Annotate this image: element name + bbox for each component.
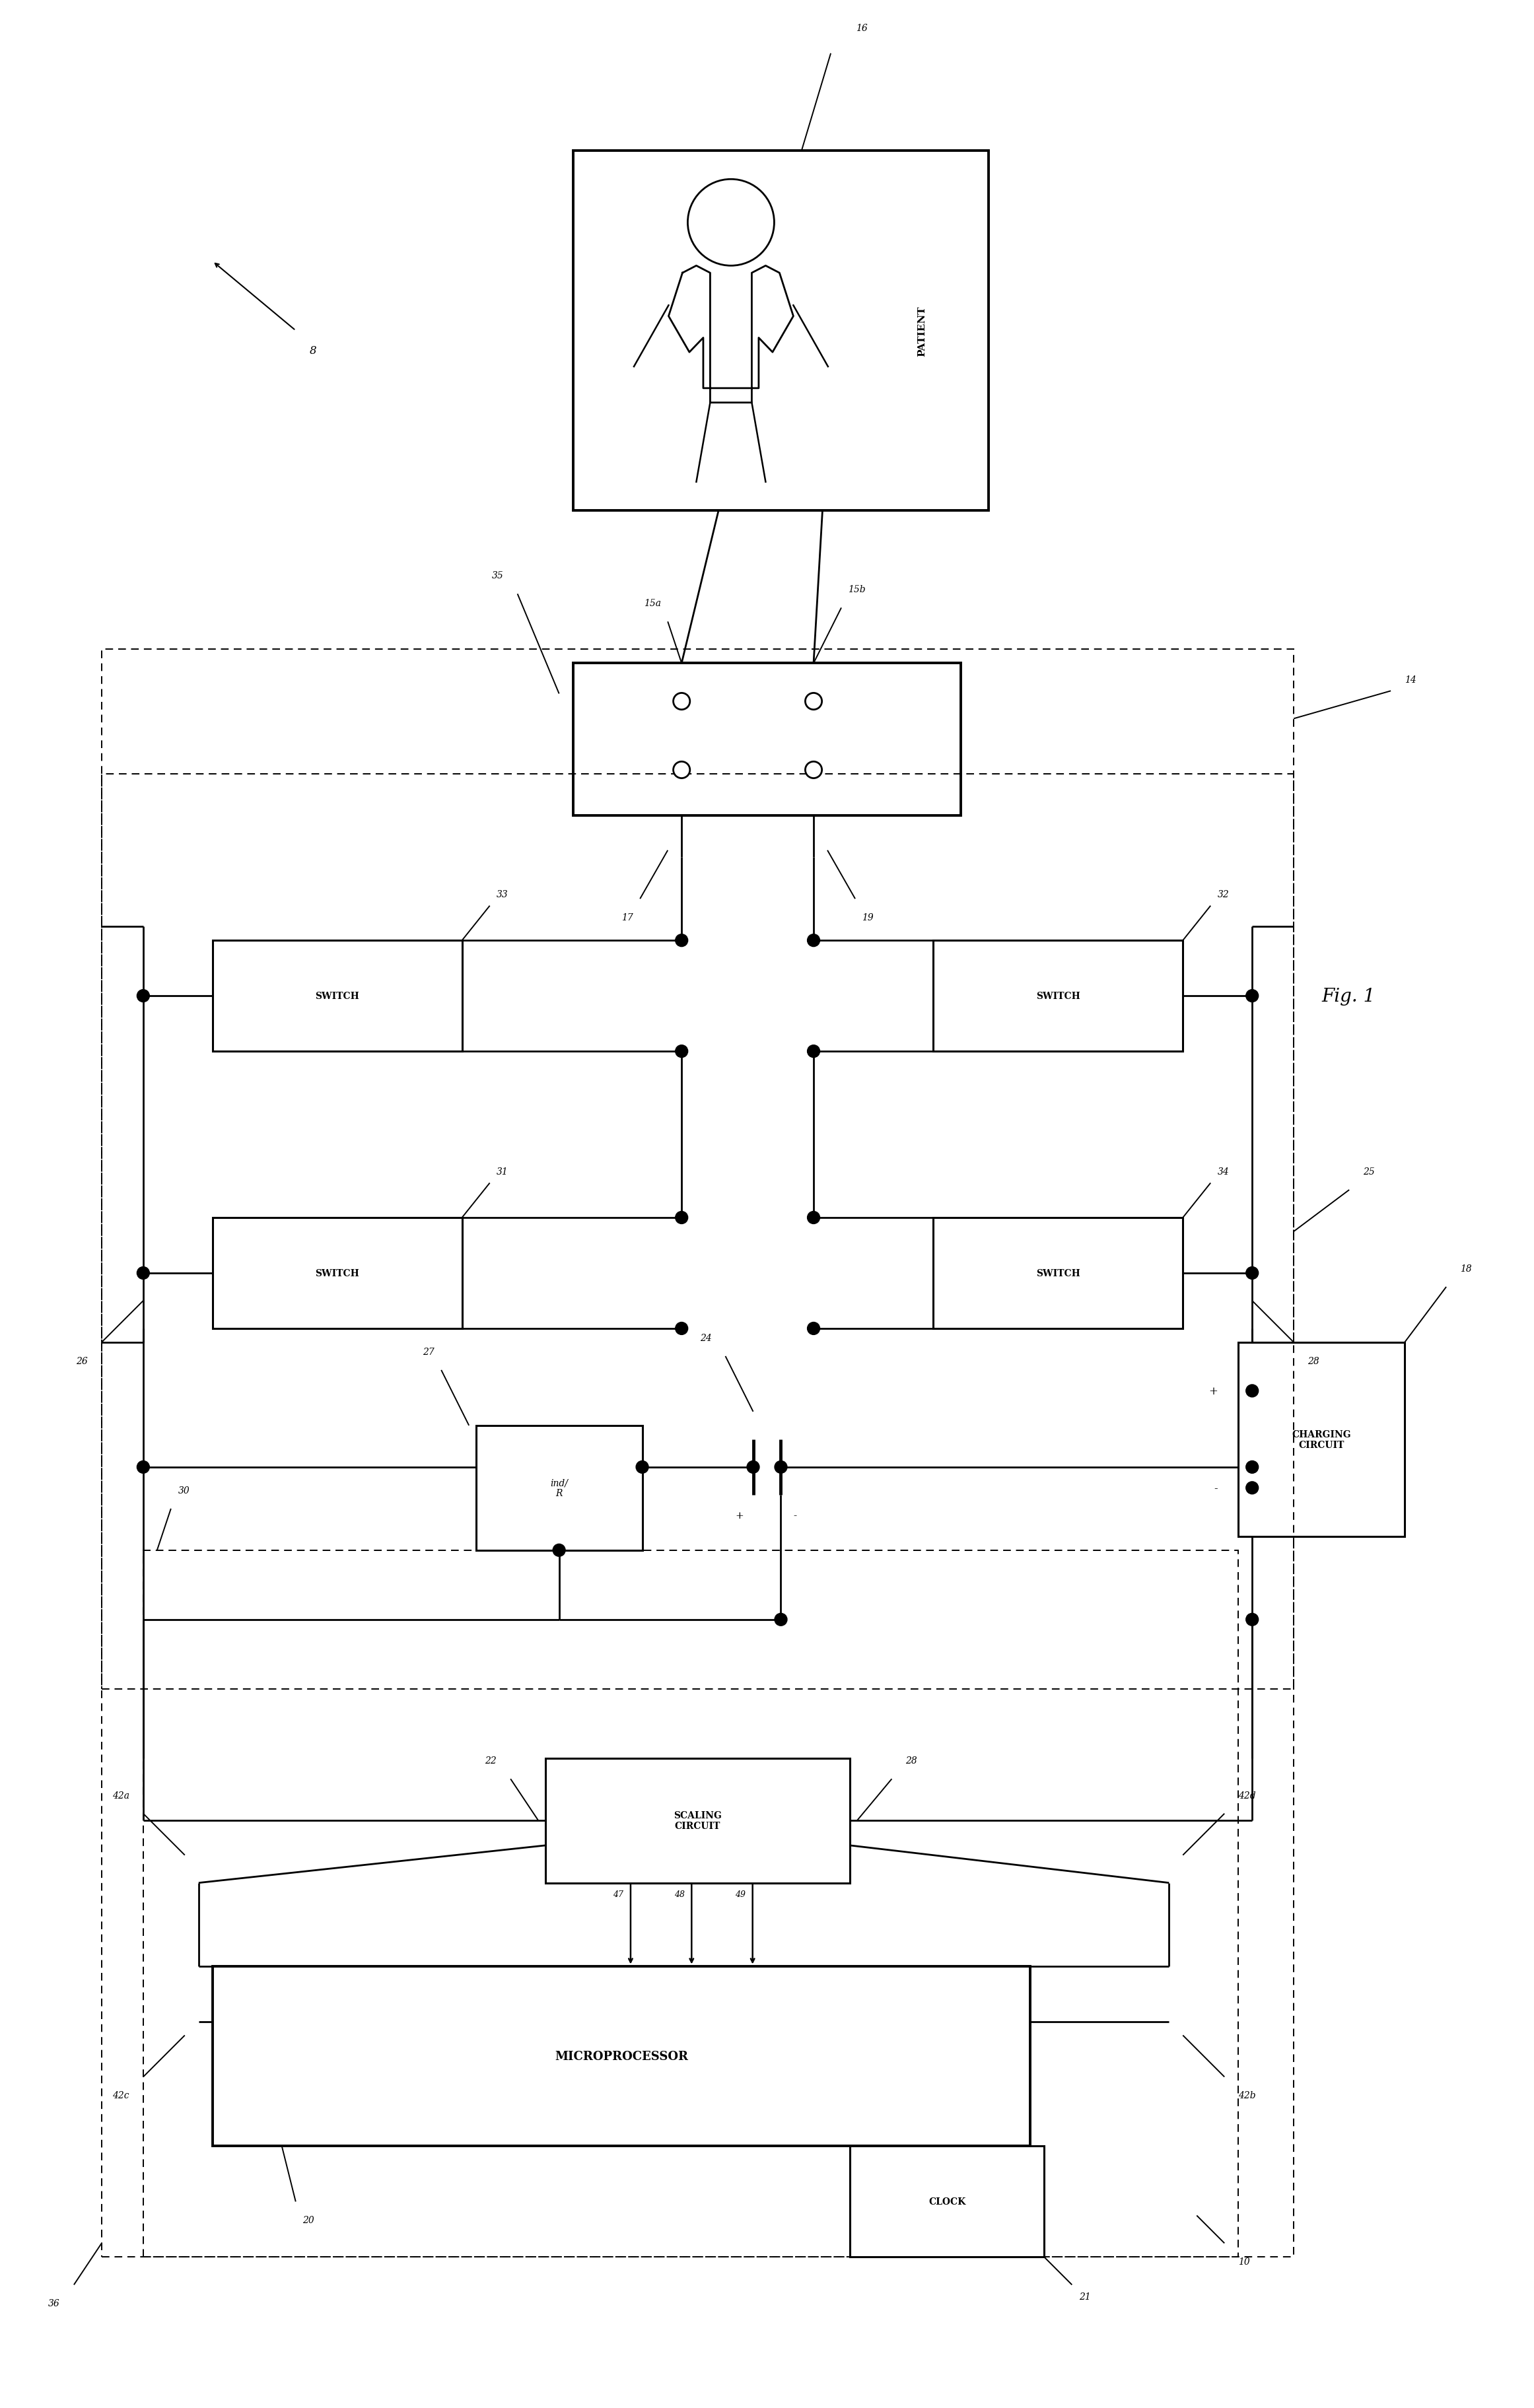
Text: 42b: 42b [1238,2090,1256,2100]
Text: 24: 24 [700,1334,712,1344]
Bar [101,775,1293,1688]
Circle shape [137,990,149,1002]
Bar [933,942,1183,1052]
Bar [213,1218,462,1329]
Circle shape [1246,1462,1258,1474]
Text: -: - [1213,1483,1218,1493]
Text: 15b: 15b [848,585,865,595]
Bar [1238,1344,1405,1536]
Bar [572,665,962,816]
Text: 22: 22 [485,1755,497,1765]
Text: ind/
R: ind/ R [551,1479,568,1498]
Circle shape [775,1462,787,1474]
Bar [933,1218,1183,1329]
Text: 36: 36 [48,2300,60,2307]
Text: 16: 16 [856,24,867,34]
Circle shape [137,1267,149,1279]
Bar [101,650,1293,2256]
Text: 28: 28 [1307,1356,1319,1365]
Text: CHARGING
CIRCUIT: CHARGING CIRCUIT [1292,1430,1351,1450]
Text: SWITCH: SWITCH [314,992,359,1002]
Circle shape [1246,1481,1258,1495]
Bar [213,1965,1031,2146]
Circle shape [807,934,819,946]
Text: 26: 26 [77,1356,87,1365]
Text: 42a: 42a [112,1792,129,1799]
Text: MICROPROCESSOR: MICROPROCESSOR [555,2049,689,2061]
Circle shape [805,694,822,710]
Text: 19: 19 [862,913,874,922]
Text: +: + [735,1512,744,1519]
Text: 33: 33 [497,891,508,898]
Circle shape [137,1462,149,1474]
Text: 20: 20 [302,2215,314,2225]
Text: 30: 30 [178,1486,190,1495]
Text: 17: 17 [621,913,634,922]
Circle shape [637,1462,649,1474]
Text: 14: 14 [1405,674,1416,684]
Text: 35: 35 [492,571,503,580]
Circle shape [1246,1613,1258,1625]
Circle shape [1246,1385,1258,1397]
Circle shape [775,1613,787,1625]
Text: SWITCH: SWITCH [1035,1269,1080,1279]
Text: 32: 32 [1218,891,1229,898]
Circle shape [675,1045,687,1057]
Text: CLOCK: CLOCK [928,2196,966,2206]
Circle shape [1246,990,1258,1002]
Text: SWITCH: SWITCH [1035,992,1080,1002]
Text: -: - [793,1512,796,1519]
Circle shape [807,1322,819,1334]
Text: SWITCH: SWITCH [314,1269,359,1279]
Circle shape [675,1322,687,1334]
Circle shape [807,1045,819,1057]
Text: PATIENT: PATIENT [917,306,927,356]
Bar [850,2146,1045,2256]
Bar [545,1758,850,1883]
Text: 10: 10 [1238,2256,1250,2266]
Text: 25: 25 [1364,1168,1374,1175]
Circle shape [673,761,690,778]
Bar [476,1426,643,1551]
Circle shape [1246,1267,1258,1279]
Text: +: + [1209,1385,1218,1397]
Circle shape [675,934,687,946]
Circle shape [807,1211,819,1223]
Text: 27: 27 [422,1346,434,1356]
Text: 48: 48 [673,1890,684,1898]
Text: 42d: 42d [1238,1792,1256,1799]
Text: 34: 34 [1218,1168,1229,1175]
Text: 31: 31 [497,1168,508,1175]
Circle shape [673,694,690,710]
Text: 49: 49 [735,1890,746,1898]
Text: 42c: 42c [112,2090,129,2100]
Text: 21: 21 [1078,2292,1091,2302]
Text: 8: 8 [310,344,316,356]
Bar [143,1551,1238,2256]
Circle shape [675,1211,687,1223]
Circle shape [805,761,822,778]
Text: 47: 47 [614,1890,624,1898]
Bar [572,152,989,510]
Text: Fig. 1: Fig. 1 [1321,987,1374,1004]
Text: 18: 18 [1460,1264,1471,1274]
Text: 15a: 15a [644,600,661,609]
Circle shape [747,1462,759,1474]
Text: SCALING
CIRCUIT: SCALING CIRCUIT [673,1811,723,1830]
Text: 28: 28 [905,1755,917,1765]
Polygon shape [669,267,793,402]
Circle shape [552,1544,566,1556]
Bar [213,942,462,1052]
